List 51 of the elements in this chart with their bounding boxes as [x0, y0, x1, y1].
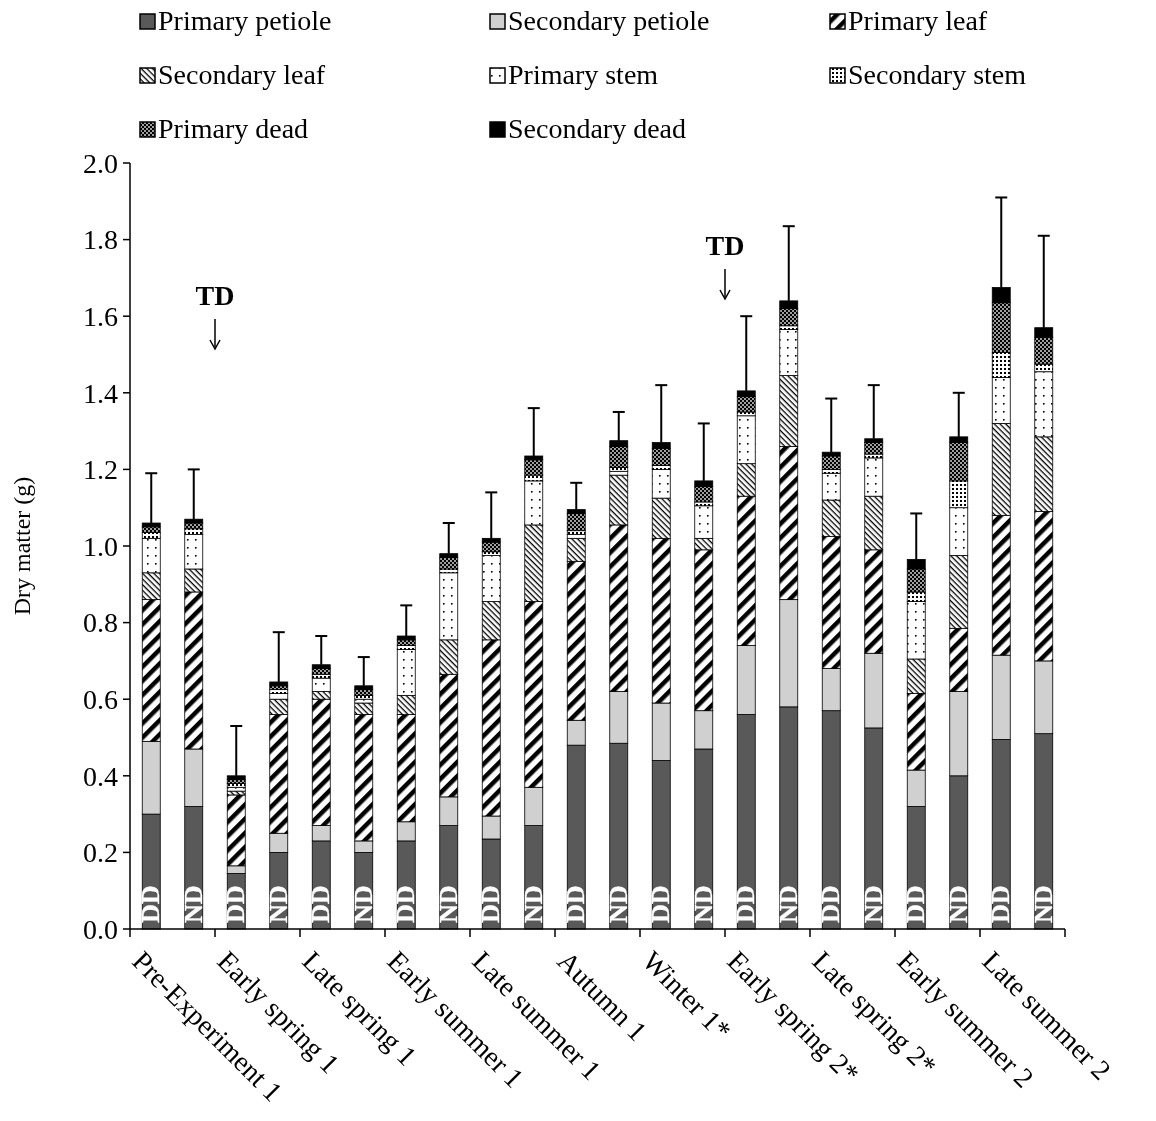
- legend-label: Primary petiole: [158, 5, 332, 36]
- y-tick-label: 0.4: [83, 760, 118, 792]
- x-tick-label: DD: [816, 885, 846, 923]
- y-tick-label: 0.8: [83, 607, 118, 639]
- x-tick-label: DD: [986, 885, 1016, 923]
- y-tick-label: 0.2: [83, 837, 118, 869]
- x-tick-label: ND: [178, 885, 208, 923]
- x-tick-label: ND: [688, 885, 718, 923]
- annotation: TD: [705, 230, 745, 261]
- x-tick-label: ND: [263, 885, 293, 923]
- y-tick-label: 1.6: [83, 301, 118, 332]
- bar: [354, 689, 374, 696]
- legend-label: Primary leaf: [848, 5, 988, 36]
- y-tick-label: 1.2: [83, 454, 118, 486]
- x-tick-label: DD: [731, 885, 761, 923]
- x-tick-label: DD: [136, 885, 166, 923]
- y-tick-label: 1.8: [83, 224, 118, 256]
- x-tick-label: DD: [391, 885, 421, 923]
- x-tick-label: DD: [646, 885, 676, 923]
- x-tick-label: ND: [1028, 885, 1058, 923]
- x-tick-label: DD: [306, 885, 336, 923]
- y-tick-label: 2.0: [83, 147, 118, 179]
- x-tick-label: ND: [603, 885, 633, 923]
- bar: [821, 455, 841, 470]
- legend-label: Secondary petiole: [508, 5, 710, 36]
- x-tick-label: ND: [348, 885, 378, 923]
- bar: [566, 513, 586, 532]
- legend-label: Secondary dead: [508, 113, 687, 144]
- legend-label: Secondary stem: [848, 59, 1027, 90]
- annotation: TD: [195, 280, 235, 311]
- y-tick-label: 1.0: [83, 530, 118, 562]
- legend-label: Primary stem: [508, 59, 659, 90]
- y-tick-label: 0.6: [83, 684, 118, 715]
- legend-label: Secondary leaf: [158, 59, 326, 90]
- bar: [311, 668, 331, 675]
- x-tick-label: DD: [561, 885, 591, 923]
- legend-label: Primary dead: [158, 113, 309, 144]
- y-tick-label: 0.0: [83, 913, 118, 945]
- x-tick-label: ND: [943, 885, 973, 923]
- bar: [439, 557, 459, 570]
- x-tick-label: ND: [858, 885, 888, 923]
- bar: [864, 442, 884, 455]
- x-tick-label: ND: [518, 885, 548, 923]
- x-tick-label: ND: [433, 885, 463, 923]
- x-tick-label: DD: [221, 885, 251, 923]
- x-tick-label: DD: [901, 885, 931, 923]
- y-axis-title: Dry matter (g): [9, 476, 35, 616]
- x-tick-label: ND: [773, 885, 803, 923]
- x-tick-label: DD: [476, 885, 506, 923]
- y-tick-label: 1.4: [83, 377, 118, 409]
- bar: [396, 639, 416, 646]
